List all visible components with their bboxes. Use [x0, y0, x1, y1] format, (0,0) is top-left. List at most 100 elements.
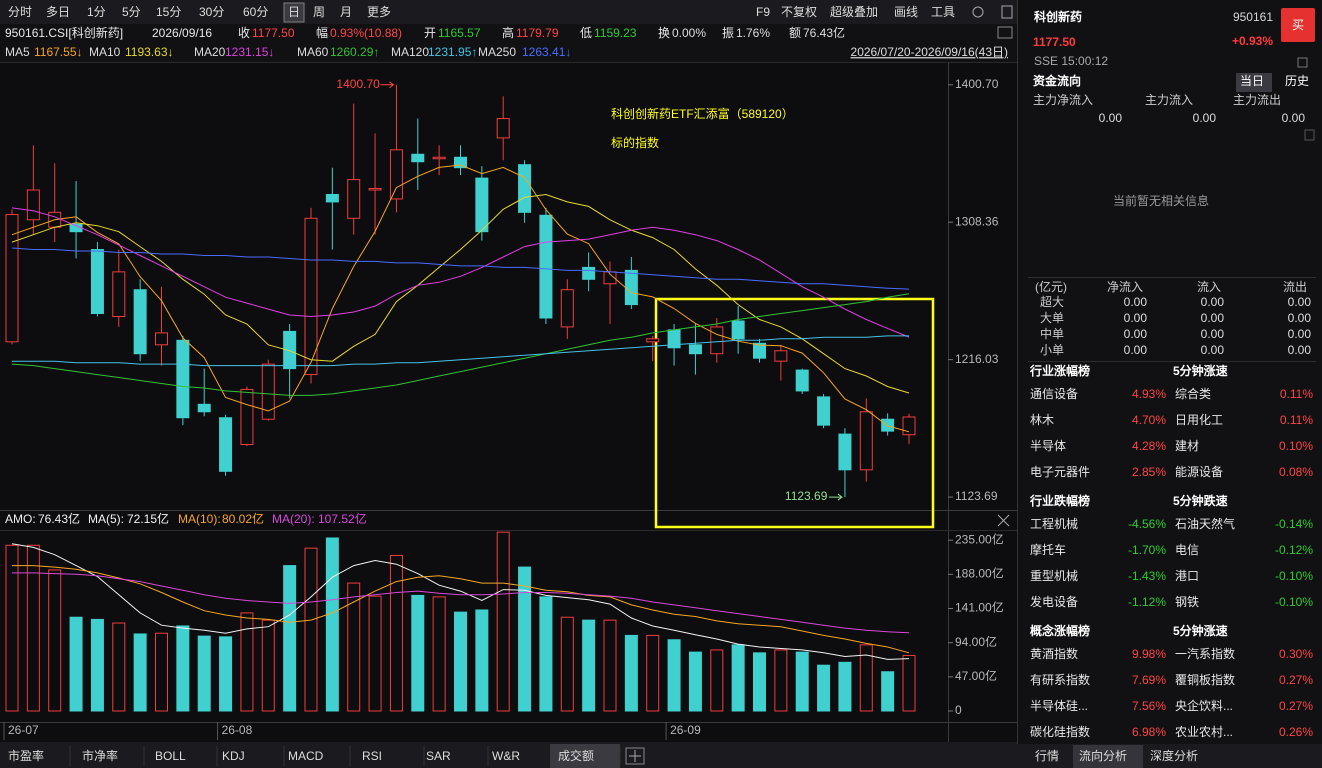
ma-legend-value: 1263.41↓ — [522, 45, 571, 59]
flow-tab[interactable]: 当日 — [1240, 74, 1264, 88]
board-pct: 7.56% — [1132, 699, 1166, 713]
period-tab[interactable]: 日 — [288, 5, 300, 19]
board-name[interactable]: 林木 — [1030, 413, 1054, 427]
stock-name: 科创新药 — [1034, 9, 1082, 24]
table-cell: 0.00 — [1288, 327, 1312, 341]
y-tick-label: 1400.70 — [955, 77, 999, 91]
tool-button[interactable]: F9 — [756, 5, 770, 19]
candle-body — [240, 388, 254, 446]
board-name[interactable]: 钢铁 — [1175, 595, 1199, 609]
board-name[interactable]: 一汽系指数 — [1175, 646, 1235, 661]
quote-label: 换 — [658, 26, 670, 40]
indicator-tab[interactable]: W&R — [492, 749, 520, 763]
candle-body — [518, 164, 532, 213]
volume-bar — [219, 636, 233, 712]
scroll-icon[interactable] — [1304, 129, 1315, 141]
period-tab[interactable]: 分时 — [8, 5, 32, 19]
indicator-tab[interactable]: RSI — [362, 749, 382, 763]
buy-label[interactable]: 买 — [1292, 18, 1304, 32]
add-tab[interactable] — [625, 747, 645, 765]
board-name[interactable]: 摩托车 — [1030, 542, 1066, 557]
bottom-tab[interactable]: 行情 — [1035, 749, 1059, 763]
board-name[interactable]: 通信设备 — [1030, 387, 1078, 401]
expand-icon[interactable] — [1297, 57, 1308, 68]
stock-change: +0.93% — [1232, 34, 1273, 48]
bottom-tab[interactable]: 流向分析 — [1079, 748, 1127, 763]
board-name[interactable]: 能源设备 — [1175, 465, 1223, 479]
volume-bar — [496, 531, 510, 712]
board-name[interactable]: 重型机械 — [1030, 568, 1078, 583]
period-tab[interactable]: 5分 — [122, 5, 141, 19]
flow-label: 主力流出 — [1233, 93, 1281, 107]
board-name[interactable]: 石油天然气 — [1175, 516, 1235, 531]
candle-body — [5, 214, 19, 343]
flow-tab[interactable]: 历史 — [1285, 74, 1309, 88]
board-name[interactable]: 央企饮料... — [1175, 698, 1233, 713]
ma-legend-name: MA5 — [5, 45, 30, 59]
candle-body — [881, 418, 895, 432]
volume-bar — [881, 671, 895, 712]
indicator-tab[interactable]: KDJ — [222, 749, 245, 763]
candle-body — [731, 320, 745, 340]
table-cell: 0.00 — [1124, 327, 1148, 341]
board-name[interactable]: 覆铜板指数 — [1175, 672, 1235, 687]
stock-code: 950161 — [1233, 10, 1273, 24]
buy-button[interactable] — [1281, 8, 1315, 42]
board-pct: -1.12% — [1128, 595, 1166, 609]
settings-icon[interactable] — [972, 6, 984, 18]
period-tab[interactable]: 更多 — [367, 5, 391, 19]
tool-button[interactable]: 工具 — [931, 5, 955, 19]
volume-bar — [774, 649, 788, 712]
board-name[interactable]: 半导体硅... — [1030, 699, 1088, 713]
highlight-box — [654, 297, 935, 529]
period-tab[interactable]: 1分 — [87, 5, 106, 19]
indicator-tab[interactable]: 成交额 — [558, 748, 594, 763]
bottom-tab[interactable]: 深度分析 — [1150, 748, 1198, 763]
tool-button[interactable]: 不复权 — [781, 5, 817, 19]
period-tab[interactable]: 月 — [340, 5, 352, 19]
board-pct: 2.85% — [1132, 465, 1166, 479]
board-name[interactable]: 发电设备 — [1030, 594, 1078, 609]
period-tab[interactable]: 30分 — [199, 5, 224, 19]
board-name[interactable]: 电信 — [1175, 543, 1199, 557]
indicator-tab[interactable]: 市盈率 — [8, 748, 44, 763]
close-icon[interactable] — [997, 514, 1010, 527]
board-name[interactable]: 电子元器件 — [1030, 465, 1090, 479]
board-name[interactable]: 碳化硅指数 — [1030, 724, 1090, 739]
board-name[interactable]: 工程机械 — [1030, 516, 1078, 531]
indicator-tab[interactable]: MACD — [288, 749, 324, 763]
indicator-tab[interactable]: 市净率 — [82, 748, 118, 763]
board-name[interactable]: 港口 — [1175, 569, 1199, 583]
indicator-tab[interactable]: BOLL — [155, 749, 186, 763]
wp-icon[interactable] — [997, 26, 1013, 39]
board-name[interactable]: 黄酒指数 — [1030, 646, 1078, 661]
tool-button[interactable]: 画线 — [894, 5, 918, 19]
volume-bar — [368, 595, 382, 712]
period-tab[interactable]: 60分 — [243, 5, 268, 19]
board-name[interactable]: 建材 — [1175, 439, 1199, 453]
board-name[interactable]: 综合类 — [1175, 386, 1211, 401]
quote-label: 幅 — [316, 25, 328, 40]
volume-bar — [389, 554, 403, 712]
tool-button[interactable]: 超级叠加 — [830, 4, 878, 19]
board-name[interactable]: 半导体 — [1030, 439, 1066, 453]
window-icon[interactable] — [1001, 5, 1013, 19]
board-pct: -0.10% — [1275, 595, 1313, 609]
board-name[interactable]: 有研系指数 — [1030, 672, 1090, 687]
candle-body — [710, 326, 724, 355]
indicator-tab[interactable]: SAR — [426, 749, 451, 763]
board-name[interactable]: 日用化工 — [1175, 413, 1223, 427]
candle-body — [112, 271, 126, 318]
volume-bar — [646, 634, 660, 712]
quote-value: 1159.23 — [594, 26, 637, 40]
candle-body — [176, 339, 190, 419]
period-tab[interactable]: 15分 — [156, 5, 181, 19]
ma-line — [11, 293, 910, 396]
ma-line — [12, 335, 909, 367]
period-tab[interactable]: 多日 — [46, 5, 70, 19]
volume-bar — [688, 651, 702, 712]
board-name[interactable]: 农业农村... — [1175, 725, 1233, 739]
table-cell: 0.00 — [1124, 295, 1148, 309]
y-tick-label: 94.00亿 — [955, 634, 997, 649]
period-tab[interactable]: 周 — [313, 5, 325, 19]
